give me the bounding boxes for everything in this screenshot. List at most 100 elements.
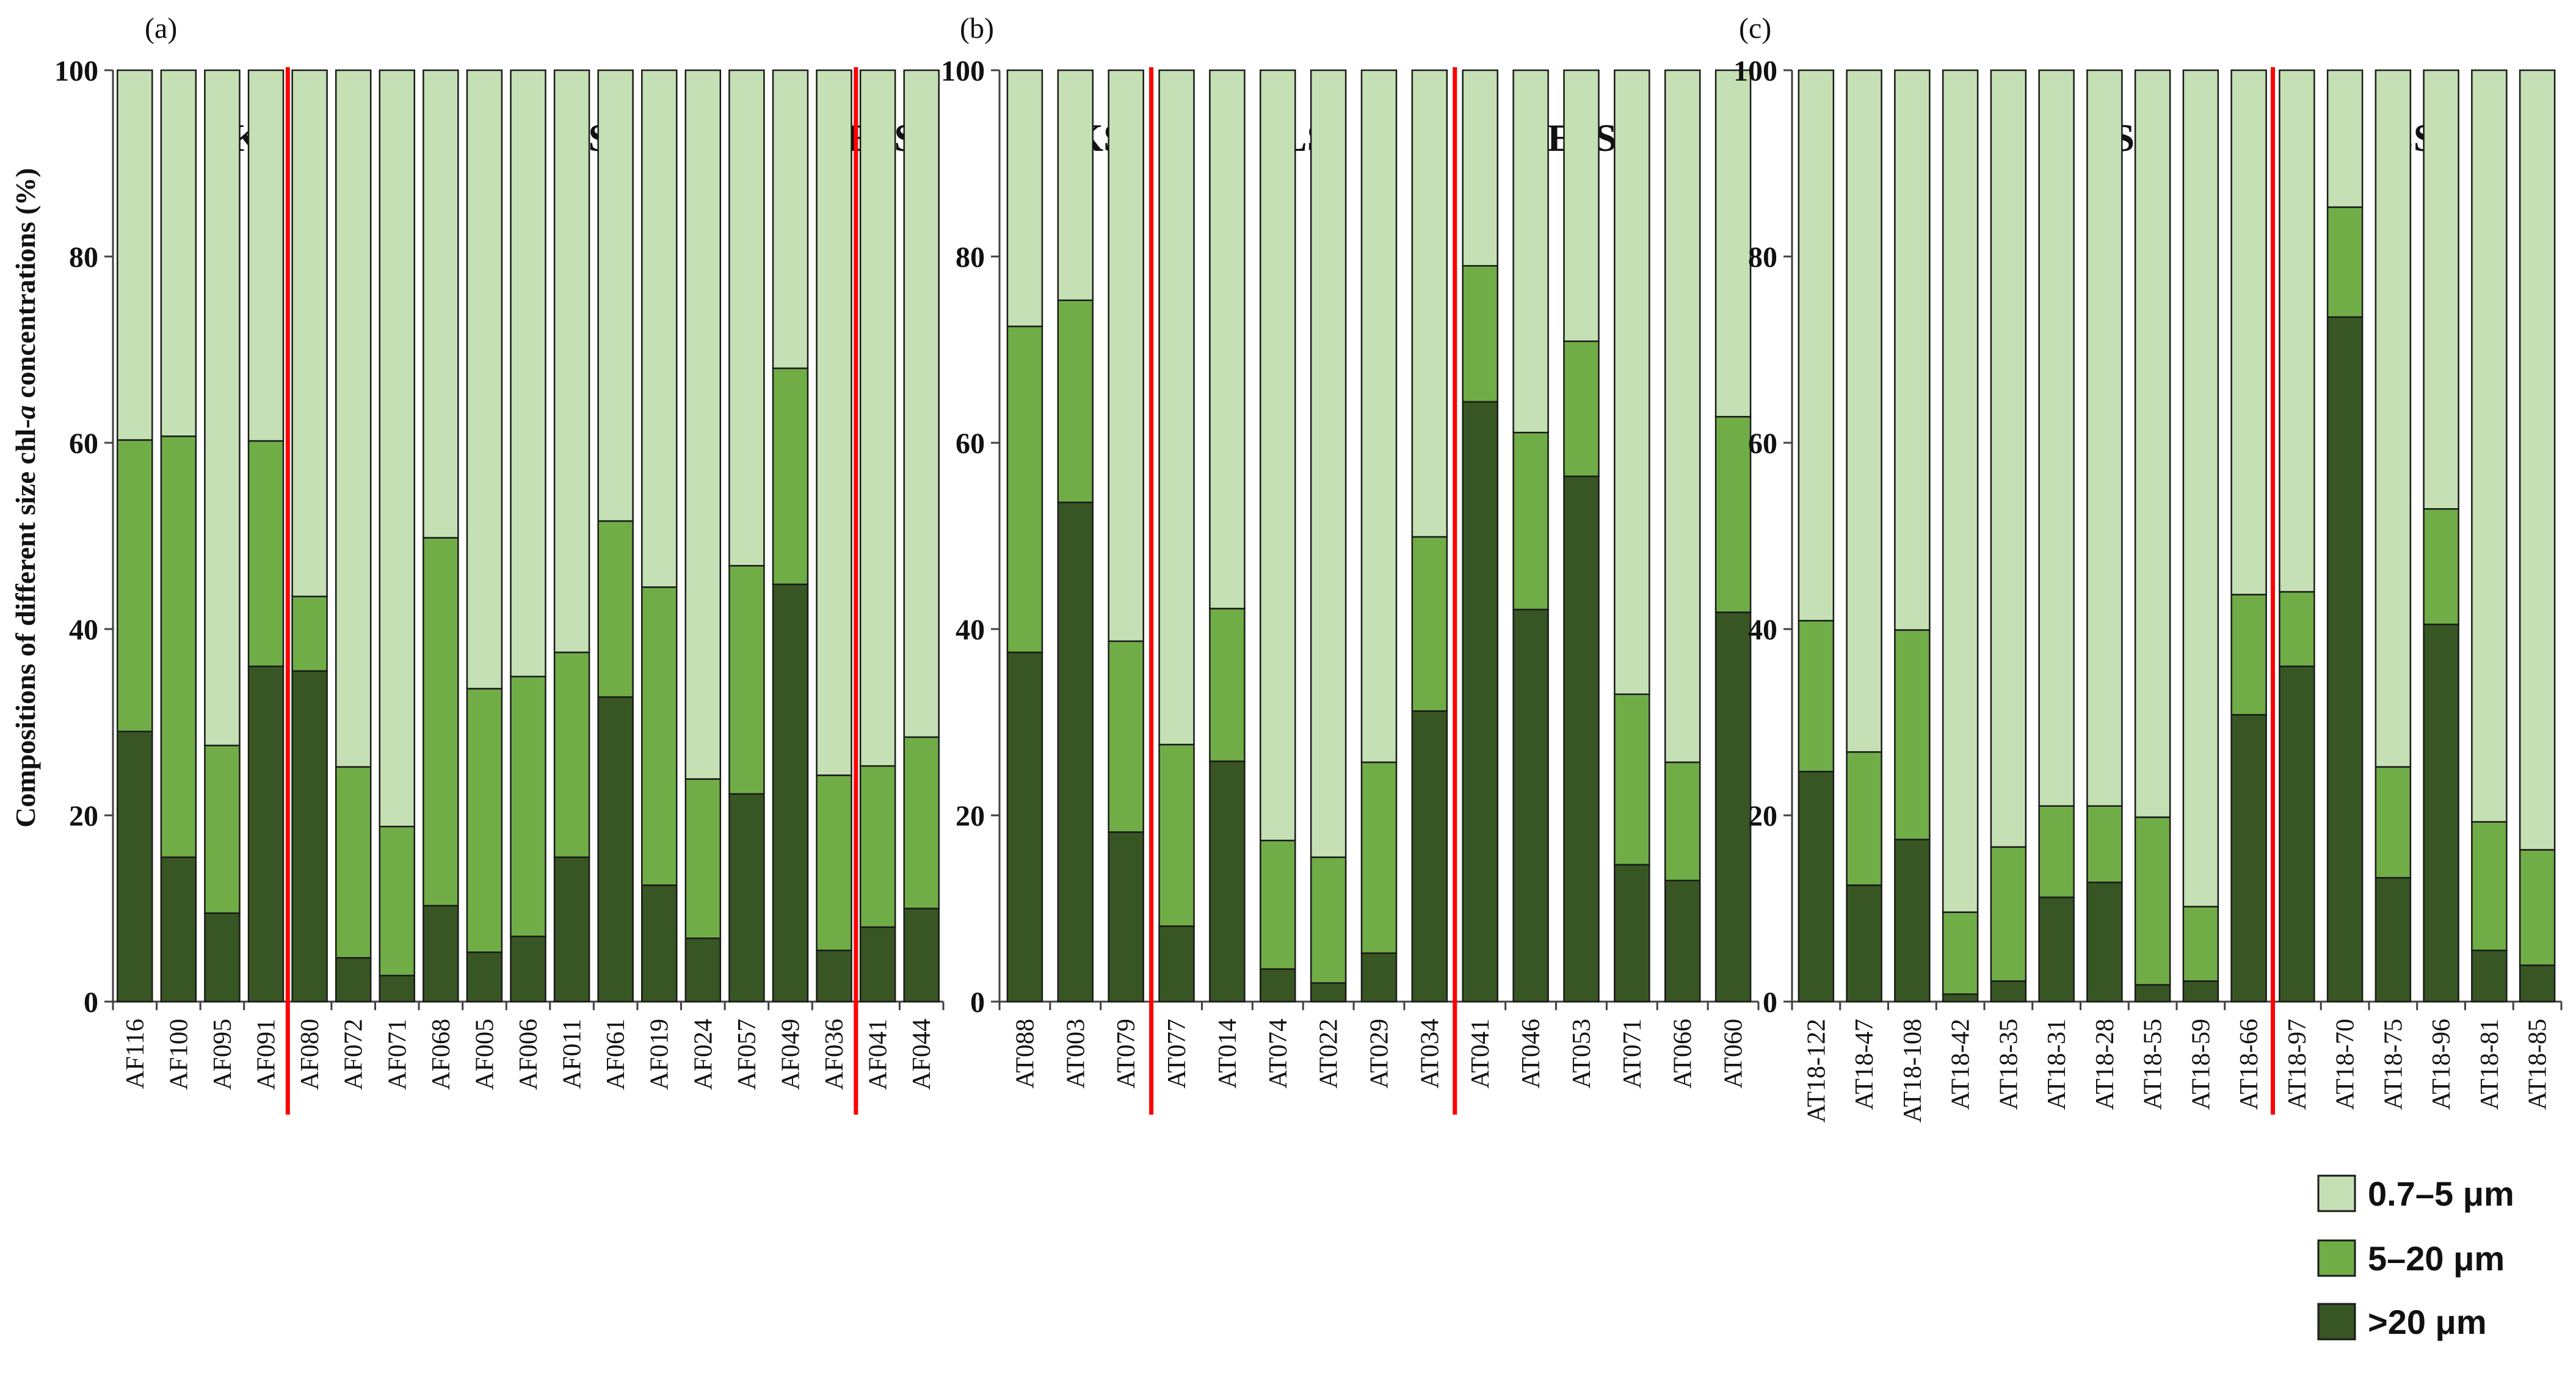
bar-segment-s1	[2471, 69, 2508, 823]
x-tick-label: AF005	[471, 1019, 499, 1090]
bar-segment-s1	[2182, 69, 2219, 908]
bar-segment-s1	[2423, 69, 2459, 510]
x-tick-label: AT022	[1315, 1019, 1343, 1088]
bar-segment-s1	[640, 69, 678, 588]
bar-segment-s3	[2134, 984, 2171, 1003]
bar-segment-s2	[2230, 594, 2267, 716]
bar-segment-s2	[1664, 761, 1701, 881]
x-tick-label: AF049	[777, 1019, 805, 1090]
bar-segment-s3	[640, 884, 678, 1003]
bar-segment-s3	[1209, 760, 1246, 1003]
bar-segment-s3	[684, 937, 722, 1003]
x-tick-label: AT18-122	[1802, 1019, 1830, 1123]
bar-segment-s1	[379, 69, 416, 828]
bar-segment-s2	[335, 766, 372, 959]
x-tick-label: AT18-66	[2235, 1019, 2263, 1110]
bar-segment-s3	[335, 957, 372, 1003]
bar-segment-s2	[1563, 340, 1600, 478]
bar-segment-s3	[1310, 982, 1347, 1003]
y-tick-label-c: 60	[1748, 428, 1777, 460]
bar-segment-s1	[510, 69, 546, 678]
y-tick-label-b: 100	[941, 55, 985, 87]
bar-segment-s3	[728, 793, 765, 1003]
bar-segment-s2	[1260, 839, 1296, 970]
bar-segment-s2	[553, 651, 590, 858]
bar-segment-s2	[204, 744, 241, 914]
bar-segment-s3	[1990, 980, 2027, 1003]
bar-segment-s2	[379, 826, 416, 977]
bar-segment-s1	[1614, 69, 1650, 695]
bar-segment-s1	[247, 69, 285, 442]
bar-segment-s2	[510, 675, 546, 937]
y-tick-label-c: 100	[1733, 55, 1777, 87]
x-tick-label: AT18-35	[1995, 1019, 2023, 1110]
bar-segment-s2	[291, 595, 328, 672]
bar-segment-s2	[1310, 856, 1347, 984]
bar-segment-s2	[1006, 326, 1043, 653]
bar-segment-s3	[597, 696, 634, 1003]
y-tick-label-c: 0	[1763, 986, 1777, 1019]
x-tick-label: AT18-28	[2091, 1019, 2119, 1110]
bar-segment-s2	[2182, 906, 2219, 982]
bar-segment-s2	[2038, 805, 2075, 898]
bar-segment-s3	[291, 670, 328, 1003]
x-tick-label: AT18-75	[2379, 1019, 2407, 1110]
y-tick-label-c: 40	[1748, 614, 1777, 646]
bar-segment-s3	[510, 936, 546, 1003]
bar-segment-s2	[117, 439, 153, 732]
y-tick-label-a: 40	[69, 614, 98, 646]
bar-segment-s3	[423, 905, 459, 1003]
bar-segment-s1	[2279, 69, 2315, 593]
bar-segment-s1	[859, 69, 896, 767]
bar-segment-s1	[684, 69, 722, 780]
bar-segment-s3	[772, 583, 809, 1003]
x-tick-label: AT003	[1062, 1019, 1090, 1088]
bar-segment-s1	[1990, 69, 2027, 848]
bar-segment-s2	[2519, 849, 2556, 966]
bar-segment-s1	[1158, 69, 1195, 746]
bar-segment-s3	[859, 926, 896, 1003]
bar-segment-s2	[2471, 821, 2508, 952]
bar-segment-s1	[1462, 69, 1498, 267]
bar-segment-s1	[1006, 69, 1043, 327]
bar-segment-s2	[1411, 536, 1448, 712]
y-tick-label-a: 20	[69, 800, 98, 832]
bar-segment-s2	[772, 367, 809, 586]
bar-segment-s3	[1411, 710, 1448, 1003]
bar-segment-s2	[1942, 911, 1979, 996]
bar-segment-s3	[1260, 968, 1296, 1003]
bar-segment-s3	[1614, 864, 1650, 1003]
bar-segment-s2	[1158, 743, 1195, 927]
bar-segment-s1	[728, 69, 765, 567]
bar-segment-s1	[2086, 69, 2123, 807]
y-tick-label-c: 20	[1748, 800, 1777, 832]
x-tick-label: AF068	[427, 1019, 455, 1090]
bar-segment-s3	[1057, 501, 1094, 1003]
x-tick-label: AT077	[1163, 1019, 1191, 1088]
x-tick-label: AT060	[1720, 1019, 1748, 1088]
x-tick-label: AT066	[1669, 1019, 1697, 1088]
x-tick-label: AT18-108	[1899, 1019, 1927, 1123]
panel-label-b: (b)	[960, 12, 994, 45]
y-tick-label-b: 0	[970, 986, 985, 1019]
bar-segment-s1	[423, 69, 459, 539]
bar-segment-s1	[160, 69, 197, 437]
bar-segment-s3	[1006, 651, 1043, 1003]
x-tick-label: AT18-85	[2524, 1019, 2552, 1110]
bar-segment-s1	[2038, 69, 2075, 807]
x-tick-label: AF091	[253, 1019, 281, 1090]
bar-segment-s3	[1108, 831, 1144, 1003]
bar-segment-s1	[1512, 69, 1549, 434]
y-tick-label-a: 80	[69, 241, 98, 274]
x-tick-label: AF036	[821, 1019, 849, 1090]
bar-segment-s2	[1057, 299, 1094, 503]
bar-segment-s1	[335, 69, 372, 768]
bar-segment-s2	[1462, 265, 1498, 403]
bar-segment-s1	[1360, 69, 1398, 763]
x-tick-label: AF057	[733, 1019, 761, 1090]
bar-segment-s2	[1798, 620, 1835, 773]
bar-segment-s1	[553, 69, 590, 653]
x-tick-label: AF041	[865, 1019, 893, 1090]
bar-segment-s3	[1714, 611, 1752, 1003]
